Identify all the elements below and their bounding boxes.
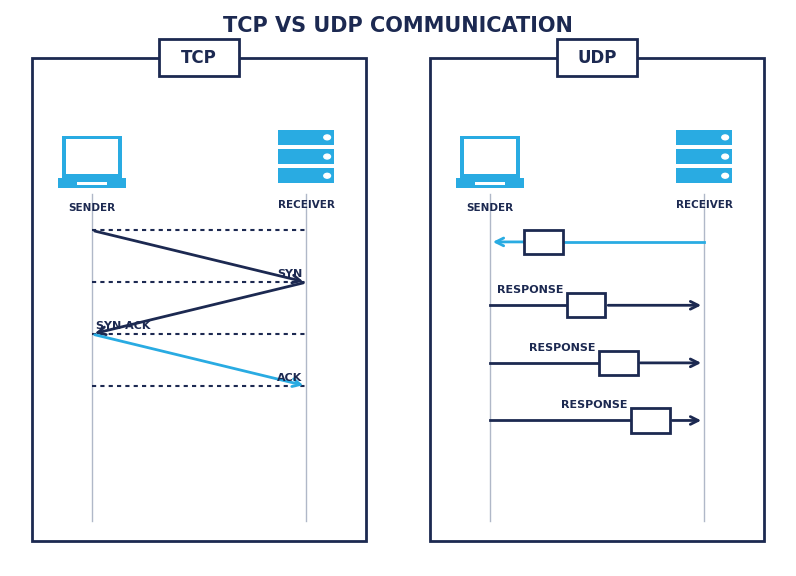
Text: TCP VS UDP COMMUNICATION: TCP VS UDP COMMUNICATION [223,16,573,36]
Text: SYN ACK: SYN ACK [96,321,150,331]
Text: RESPONSE: RESPONSE [497,285,564,295]
FancyBboxPatch shape [278,130,334,145]
Text: SENDER: SENDER [68,203,115,213]
Text: SENDER: SENDER [466,203,513,213]
Text: TCP: TCP [181,48,217,67]
FancyBboxPatch shape [676,168,732,183]
FancyBboxPatch shape [525,230,563,254]
Circle shape [722,135,728,140]
FancyBboxPatch shape [568,293,606,317]
FancyBboxPatch shape [676,130,732,145]
Text: ACK: ACK [277,373,302,383]
FancyBboxPatch shape [278,168,334,183]
FancyBboxPatch shape [557,39,637,77]
Circle shape [722,154,728,159]
FancyBboxPatch shape [455,178,525,188]
FancyBboxPatch shape [159,39,239,77]
FancyBboxPatch shape [474,182,505,184]
FancyBboxPatch shape [159,39,239,77]
FancyBboxPatch shape [62,137,122,178]
Text: RESPONSE: RESPONSE [529,343,595,353]
FancyBboxPatch shape [557,39,637,77]
FancyBboxPatch shape [599,351,638,375]
Circle shape [324,154,330,159]
Circle shape [324,135,330,140]
Text: SYN: SYN [277,270,302,279]
FancyBboxPatch shape [32,58,366,541]
FancyBboxPatch shape [464,139,516,175]
Text: RESPONSE: RESPONSE [561,400,627,410]
FancyBboxPatch shape [76,182,107,184]
Text: RECEIVER: RECEIVER [676,200,732,210]
Text: UDP: UDP [577,48,617,67]
FancyBboxPatch shape [57,178,127,188]
FancyBboxPatch shape [631,408,669,433]
Circle shape [722,173,728,178]
FancyBboxPatch shape [430,58,764,541]
FancyBboxPatch shape [278,149,334,164]
FancyBboxPatch shape [676,149,732,164]
Circle shape [324,173,330,178]
Text: RECEIVER: RECEIVER [278,200,334,210]
FancyBboxPatch shape [460,137,520,178]
FancyBboxPatch shape [66,139,118,175]
